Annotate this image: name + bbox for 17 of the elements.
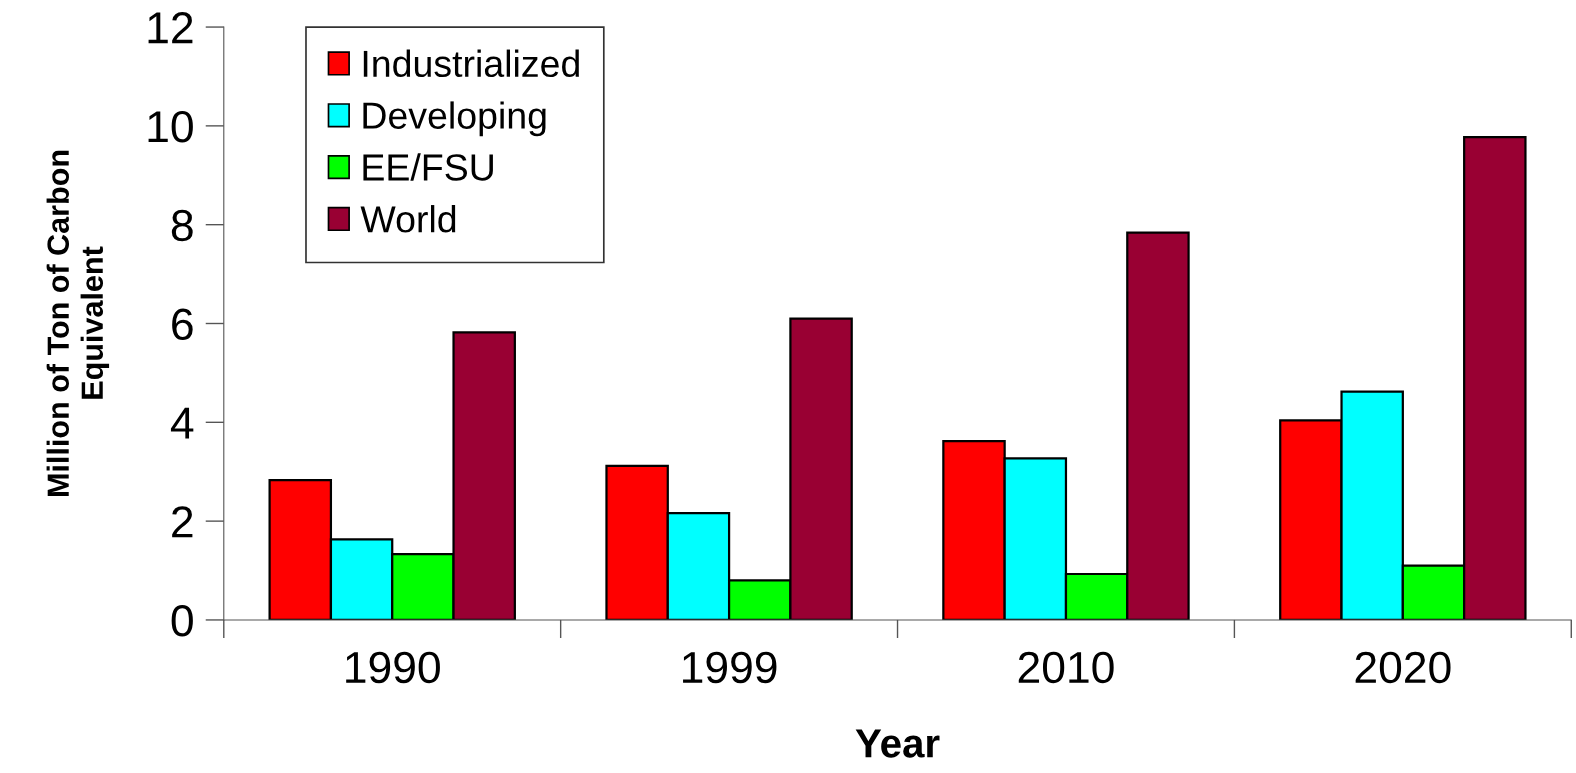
- y-axis-title: Million of Ton of Carbon Equivalent: [46, 150, 110, 496]
- legend-label: Developing: [363, 101, 546, 137]
- x-axis-title: Year: [855, 729, 940, 758]
- y-tick-label: 8: [171, 209, 193, 242]
- legend-label: World: [360, 205, 456, 233]
- x-tick-label: 1990: [346, 651, 440, 684]
- legend-label: EE/FSU: [363, 153, 493, 181]
- x-tick-label: 1999: [683, 651, 777, 684]
- x-tick-label: 2010: [1018, 651, 1114, 684]
- y-tick-label: 4: [170, 407, 194, 439]
- y-tick-label: 0: [171, 605, 193, 637]
- y-tick-label: 10: [148, 110, 193, 143]
- y-tick-label: 12: [148, 12, 193, 44]
- y-tick-label: 2: [172, 506, 193, 538]
- y-tick-label: 6: [172, 308, 193, 341]
- x-tick-label: 2020: [1355, 651, 1451, 684]
- legend-label: Industrialized: [363, 49, 579, 78]
